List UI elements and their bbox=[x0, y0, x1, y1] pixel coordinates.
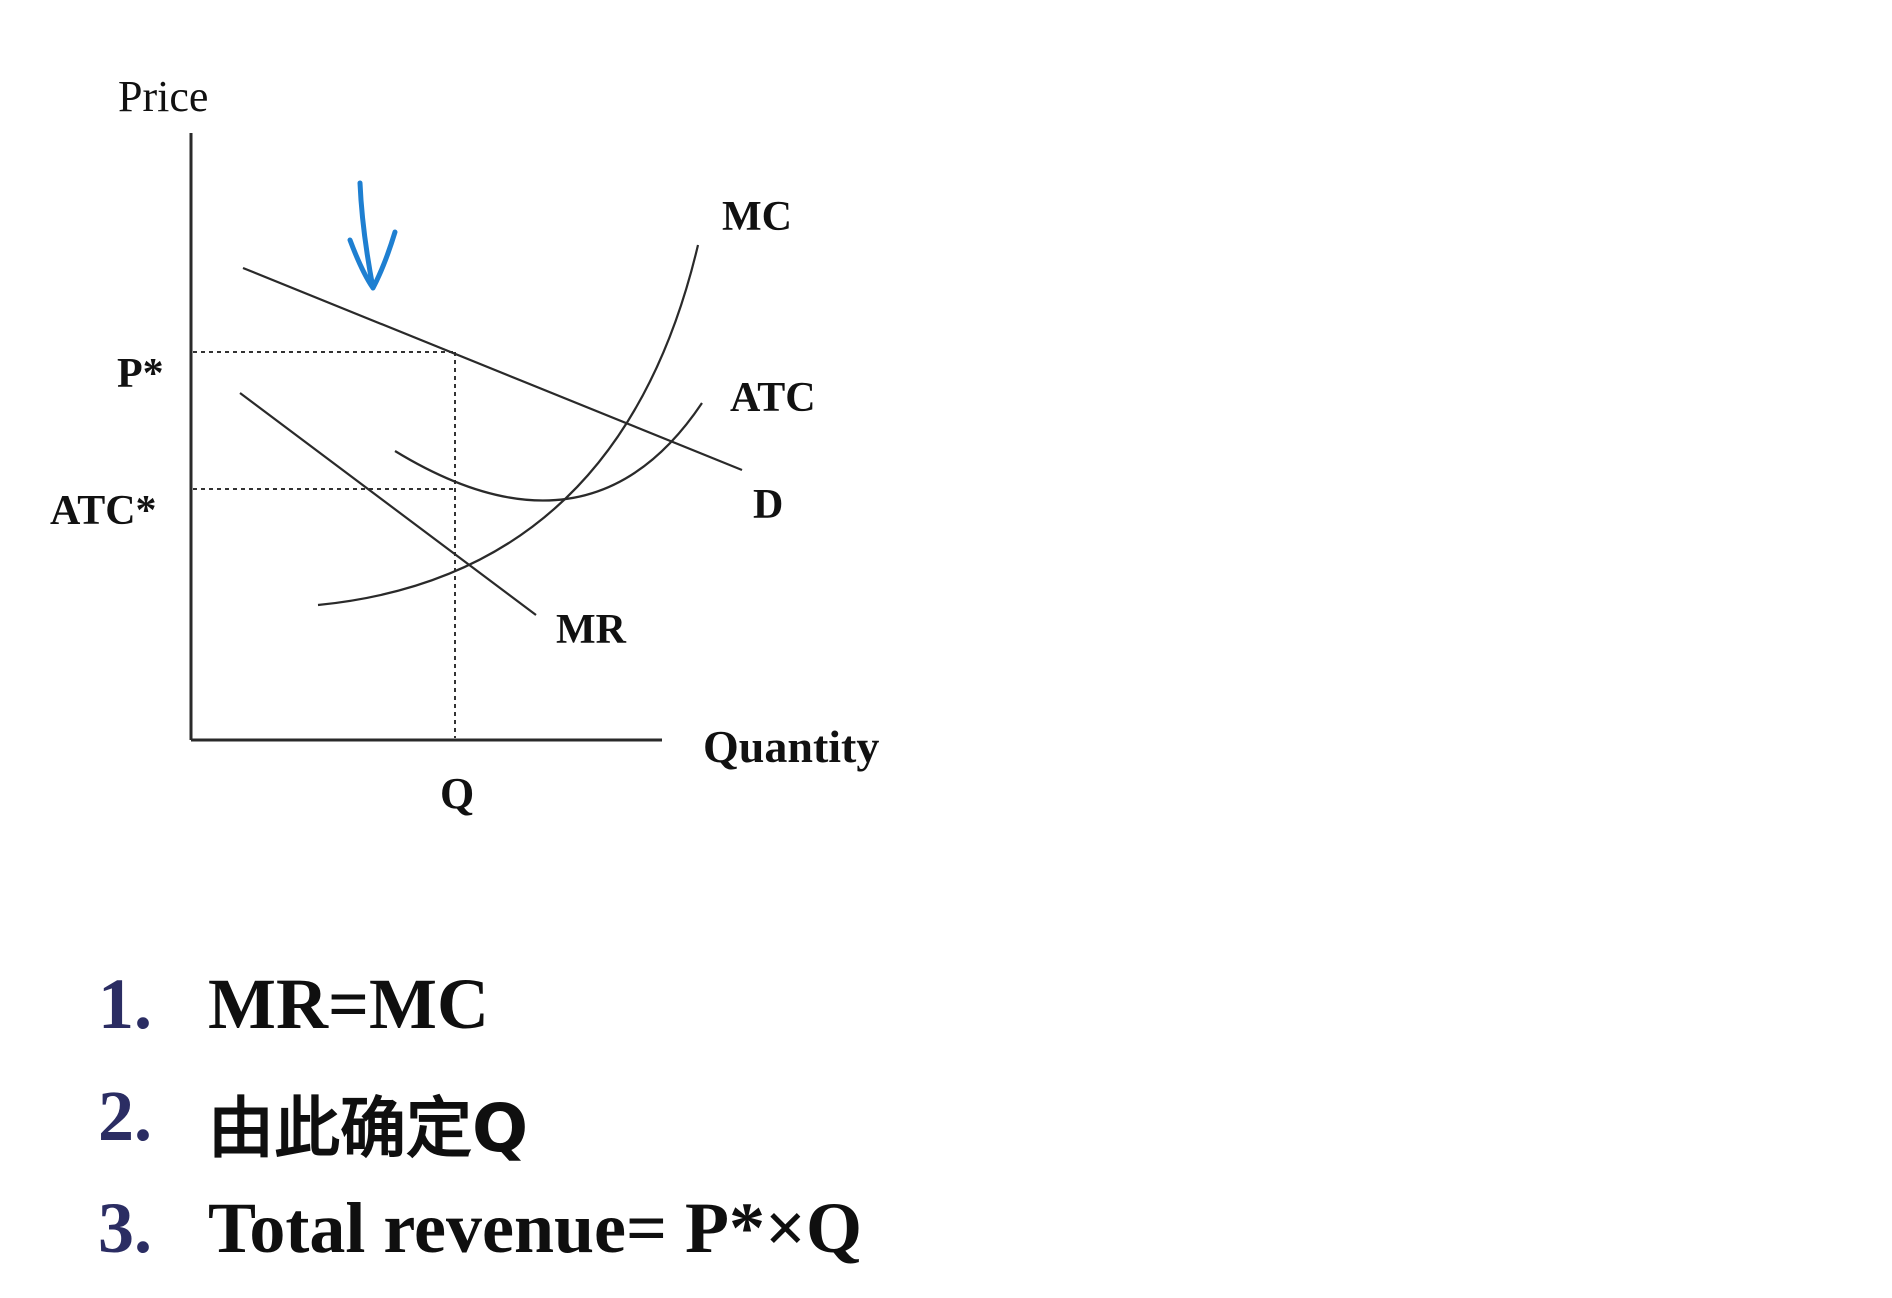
y-axis-label: Price bbox=[118, 72, 208, 121]
monopoly-diagram: Price Quantity MC ATC D MR P* ATC* Q bbox=[50, 72, 879, 818]
p-star-label: P* bbox=[117, 351, 164, 397]
atc-curve bbox=[394, 402, 703, 502]
step-3-text: Total revenue= P*×Q bbox=[208, 1188, 863, 1268]
mr-curve bbox=[239, 392, 537, 616]
step-1-text: MR=MC bbox=[208, 964, 489, 1044]
atc-star-label: ATC* bbox=[50, 488, 157, 534]
mr-label: MR bbox=[556, 607, 627, 653]
down-arrow-icon bbox=[347, 180, 398, 291]
step-2-number: 2. bbox=[98, 1076, 152, 1156]
d-label: D bbox=[753, 482, 783, 528]
demand-curve bbox=[242, 266, 743, 472]
x-axis-label: Quantity bbox=[703, 721, 879, 772]
step-1-number: 1. bbox=[98, 964, 152, 1044]
step-2-text: 由此确定Q bbox=[208, 1090, 529, 1167]
mc-label: MC bbox=[722, 194, 792, 240]
q-label: Q bbox=[440, 769, 474, 818]
atc-label: ATC bbox=[730, 375, 816, 421]
mc-curve bbox=[317, 244, 700, 607]
step-3-number: 3. bbox=[98, 1188, 152, 1268]
